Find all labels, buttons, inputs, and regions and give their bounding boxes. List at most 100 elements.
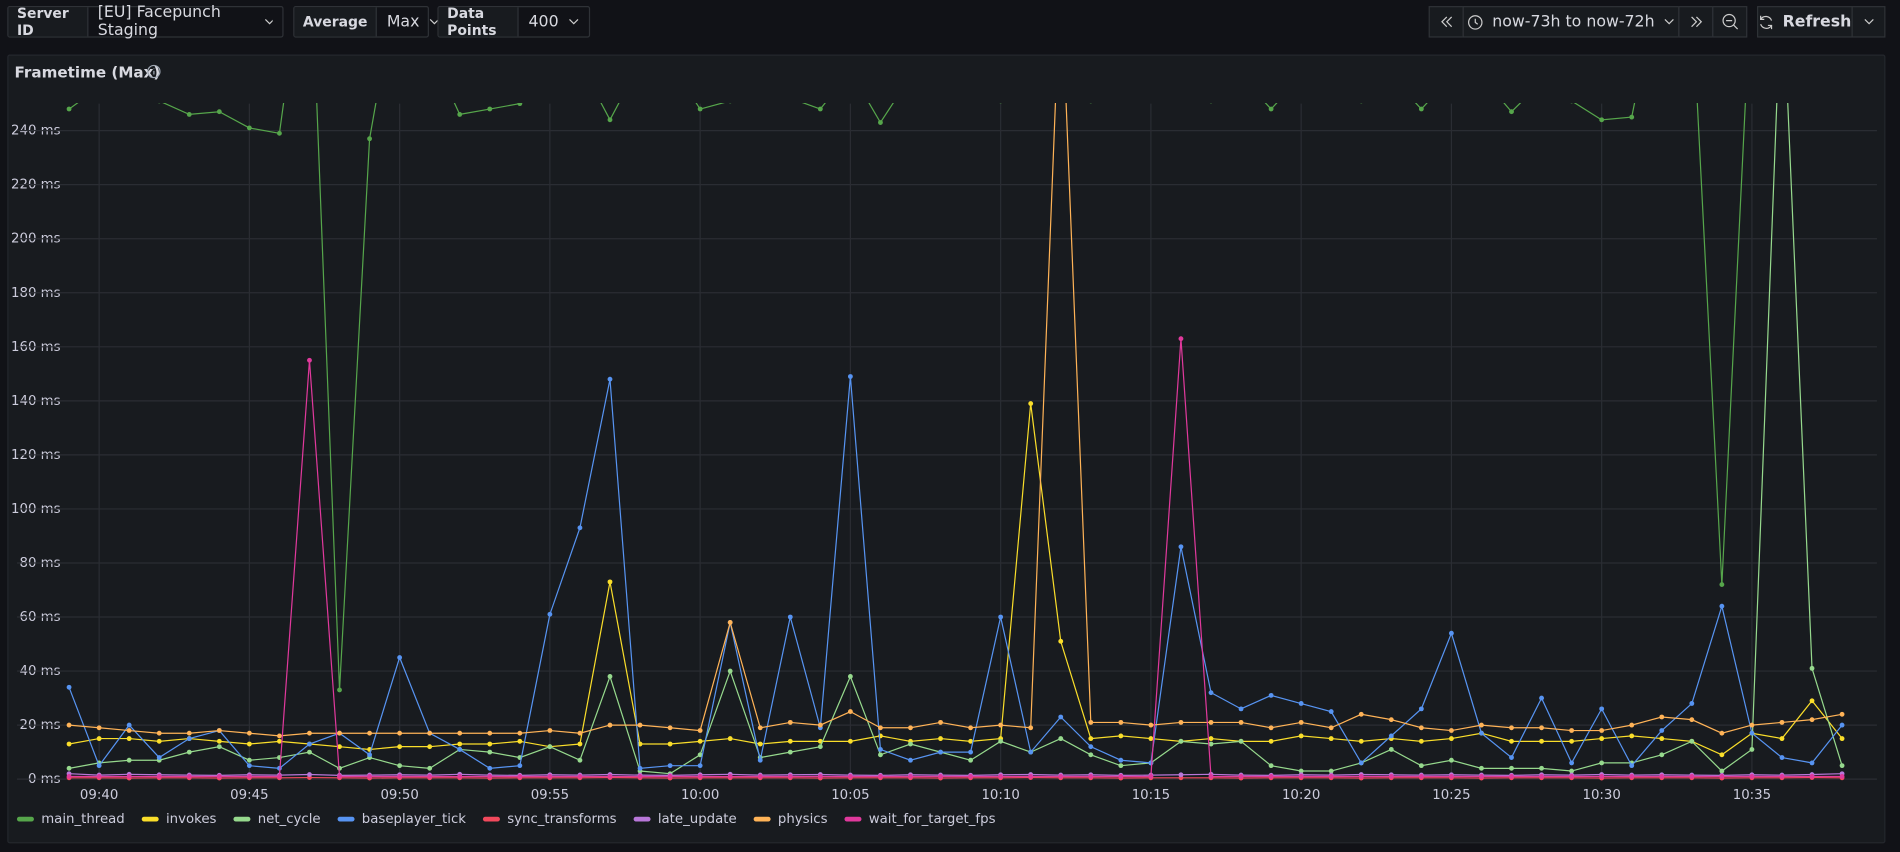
data-point bbox=[307, 772, 312, 777]
refresh-interval[interactable] bbox=[1851, 6, 1886, 38]
data-point bbox=[1719, 603, 1725, 609]
data-point bbox=[457, 741, 463, 747]
data-point bbox=[697, 774, 703, 779]
data-point bbox=[367, 774, 373, 779]
x-tick-label: 10:35 bbox=[1733, 788, 1771, 803]
data-point bbox=[1238, 774, 1244, 779]
data-point bbox=[1329, 69, 1334, 74]
data-point bbox=[1028, 725, 1034, 731]
data-point bbox=[1358, 738, 1364, 744]
data-point bbox=[1629, 733, 1635, 739]
refresh-button[interactable]: Refresh bbox=[1757, 6, 1853, 38]
control-value: Max bbox=[386, 12, 420, 31]
data-point bbox=[1479, 765, 1484, 771]
data-point bbox=[66, 774, 72, 779]
data-point bbox=[307, 357, 312, 363]
zoom-out[interactable] bbox=[1712, 6, 1748, 38]
plot bbox=[66, 69, 1845, 781]
data-point bbox=[1839, 763, 1845, 769]
data-point bbox=[1088, 719, 1094, 725]
data-point bbox=[1719, 730, 1725, 736]
data-point bbox=[1268, 692, 1274, 698]
caret bbox=[264, 18, 273, 25]
shift-back[interactable] bbox=[1428, 6, 1464, 38]
data-point bbox=[1539, 765, 1544, 771]
data-point bbox=[1448, 728, 1454, 733]
data-point bbox=[96, 725, 102, 731]
x-tick-label: 09:50 bbox=[380, 788, 418, 803]
data-point bbox=[457, 774, 463, 779]
data-point bbox=[1089, 102, 1093, 104]
data-point bbox=[1268, 763, 1274, 769]
data-point bbox=[1719, 582, 1725, 588]
data-point bbox=[968, 69, 973, 74]
data-point bbox=[1328, 709, 1334, 715]
legend-label: late_update bbox=[658, 812, 737, 827]
time-picker[interactable]: now-73h to now-72h bbox=[1462, 6, 1680, 38]
data-point bbox=[938, 719, 943, 725]
data-point bbox=[487, 774, 493, 779]
data-point bbox=[1178, 772, 1184, 778]
data-point bbox=[1058, 714, 1064, 720]
data-point bbox=[757, 725, 763, 731]
average-control[interactable]: Average Max bbox=[293, 6, 440, 38]
data-point bbox=[1358, 711, 1364, 717]
data-point bbox=[697, 752, 703, 758]
data-point bbox=[878, 752, 883, 758]
data-point bbox=[577, 757, 583, 763]
data-point bbox=[1299, 74, 1304, 79]
data-points-control[interactable]: Data Points 400 bbox=[437, 5, 591, 39]
data-point bbox=[1418, 763, 1424, 769]
data-point bbox=[787, 614, 793, 620]
control-label: Server ID bbox=[8, 5, 89, 39]
data-point bbox=[307, 730, 312, 736]
data-point bbox=[156, 755, 162, 760]
data-point bbox=[246, 757, 252, 763]
data-point bbox=[337, 774, 342, 779]
data-point bbox=[1088, 774, 1094, 779]
data-point bbox=[787, 774, 793, 779]
info-icon[interactable] bbox=[147, 64, 162, 79]
data-point bbox=[517, 102, 523, 107]
data-point bbox=[1238, 706, 1244, 712]
x-tick-label: 10:30 bbox=[1582, 788, 1620, 803]
panel-title: Frametime (Max) bbox=[14, 63, 161, 82]
data-point bbox=[908, 741, 913, 747]
data-point bbox=[1569, 774, 1575, 779]
data-point bbox=[1719, 768, 1725, 774]
data-point bbox=[1208, 690, 1214, 696]
data-point bbox=[998, 738, 1004, 744]
data-point bbox=[938, 749, 943, 755]
data-point bbox=[127, 80, 132, 85]
data-point bbox=[1418, 706, 1424, 712]
data-point bbox=[277, 738, 282, 744]
data-point bbox=[1448, 736, 1454, 742]
data-point bbox=[1479, 74, 1484, 79]
x-tick-label: 09:45 bbox=[230, 788, 268, 803]
data-point bbox=[1749, 774, 1755, 779]
data-point bbox=[1178, 719, 1184, 725]
data-point bbox=[968, 738, 974, 744]
data-point bbox=[757, 774, 763, 779]
data-point bbox=[847, 738, 853, 744]
data-point bbox=[216, 774, 222, 779]
data-point bbox=[999, 102, 1002, 104]
x-tick-label: 10:05 bbox=[831, 788, 869, 803]
data-point bbox=[1208, 719, 1214, 725]
data-point bbox=[1539, 725, 1544, 731]
data-point bbox=[1118, 733, 1124, 739]
data-point bbox=[998, 774, 1004, 779]
data-point bbox=[1569, 768, 1575, 774]
server-id-control[interactable]: Server ID [EU] Facepunch Staging bbox=[7, 4, 284, 40]
data-point bbox=[938, 736, 943, 742]
legend-label: physics bbox=[778, 812, 828, 827]
data-point bbox=[577, 525, 583, 531]
time-range: now-73h to now-72h bbox=[1492, 12, 1655, 31]
control-value: 400 bbox=[528, 12, 559, 31]
data-point bbox=[1479, 774, 1484, 779]
data-point bbox=[878, 746, 883, 752]
data-point bbox=[246, 741, 252, 747]
data-point bbox=[787, 738, 793, 744]
data-point bbox=[637, 774, 643, 779]
data-point bbox=[1208, 741, 1214, 747]
